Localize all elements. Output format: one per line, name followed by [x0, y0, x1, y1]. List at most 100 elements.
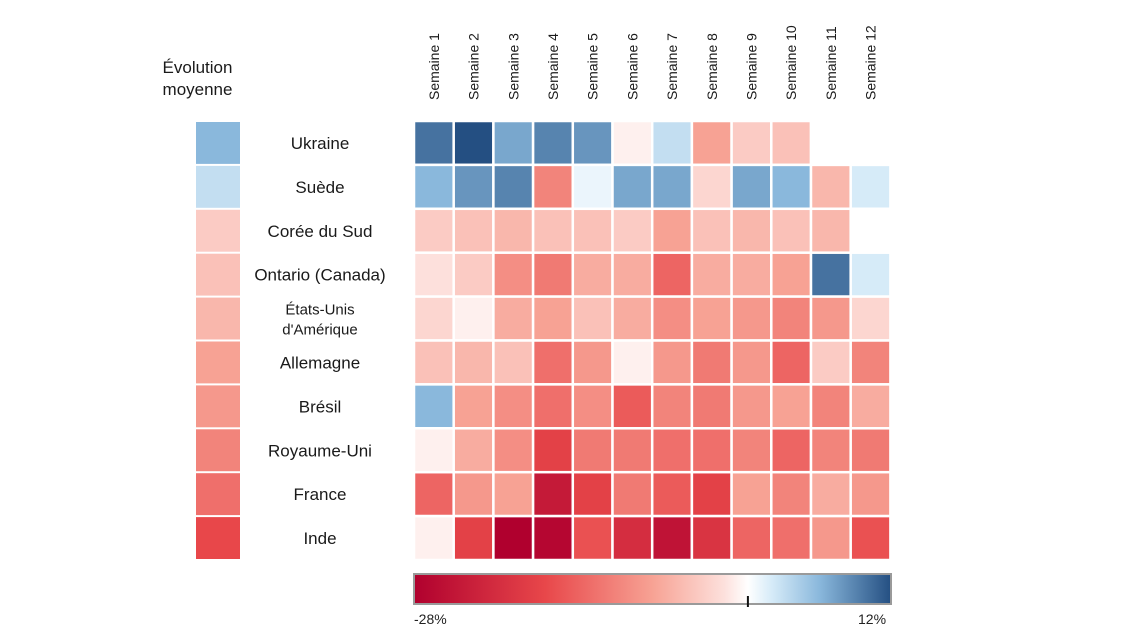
heatmap-cell [611, 427, 654, 474]
color-scale-min-label: -28% [414, 611, 447, 627]
heatmap-cell [412, 427, 455, 474]
heatmap-cell [809, 383, 852, 430]
heatmap-cell [730, 470, 773, 518]
heatmap-cell [571, 251, 614, 298]
heatmap-cell [730, 207, 773, 254]
heatmap-cell [770, 207, 813, 254]
heatmap-cell [690, 163, 733, 211]
heatmap-cell [531, 163, 575, 211]
heatmap-cell [452, 339, 495, 386]
heatmap-cell [412, 514, 455, 562]
heatmap-cell [650, 251, 694, 298]
heatmap-cell [730, 251, 773, 298]
heatmap-cell [452, 383, 495, 430]
heatmap-cell [730, 383, 773, 430]
heatmap-cell [690, 514, 733, 562]
average-cell [196, 385, 240, 428]
row-label: Corée du Sud [268, 222, 373, 241]
heatmap-cell [531, 207, 575, 254]
column-header: Semaine 5 [585, 33, 601, 100]
heatmap-cell [690, 383, 733, 430]
average-column-title: Évolution moyenne [162, 58, 233, 99]
heatmap-cell [770, 470, 813, 518]
heatmap-cell [849, 427, 892, 474]
average-cell [196, 253, 240, 296]
heatmap-cell [809, 163, 852, 211]
heatmap-cell [849, 251, 892, 298]
heatmap-cell [650, 207, 694, 254]
heatmap-cell [849, 207, 892, 254]
heatmap-cell [770, 251, 813, 298]
heatmap-cell [492, 514, 535, 562]
heatmap-cell [690, 251, 733, 298]
heatmap-cell [770, 163, 813, 211]
heatmap-cell [690, 295, 733, 342]
heatmap-cell [571, 207, 614, 254]
row-label: États-Unis [285, 302, 354, 319]
heatmap-cell [690, 339, 733, 386]
heatmap-cell [690, 207, 733, 254]
heatmap-cell [650, 470, 694, 518]
average-cell [196, 517, 240, 559]
heatmap-cell [492, 383, 535, 430]
column-header: Semaine 11 [823, 26, 839, 100]
heatmap-cell [611, 470, 654, 518]
column-header: Semaine 6 [624, 33, 640, 100]
heatmap-cell [571, 514, 614, 562]
row-label: Ukraine [291, 134, 350, 153]
heatmap-cell [849, 470, 892, 518]
heatmap-cell [770, 514, 813, 562]
heatmap-cell [412, 119, 455, 167]
column-header: Semaine 9 [743, 33, 759, 100]
heatmap-cell [690, 119, 733, 167]
heatmap-cell [492, 470, 535, 518]
heatmap-cell [571, 295, 614, 342]
column-header: Semaine 7 [664, 33, 680, 100]
row-label: Inde [303, 529, 336, 548]
color-scale-max-label: 12% [858, 611, 887, 627]
heatmap-cell [452, 470, 495, 518]
heatmap-cell [452, 119, 495, 167]
heatmap-cell [770, 119, 813, 167]
heatmap-cell [809, 470, 852, 518]
average-cell [196, 122, 240, 164]
heatmap-cell [531, 514, 575, 562]
heatmap-cell [452, 514, 495, 562]
heatmap-cell [571, 427, 614, 474]
column-header: Semaine 4 [545, 33, 561, 100]
heatmap-cell [849, 163, 892, 211]
average-cell [196, 297, 240, 340]
heatmap-cell [611, 207, 654, 254]
heatmap-cell [770, 295, 813, 342]
heatmap-cell [531, 119, 575, 167]
heatmap-cell [730, 163, 773, 211]
column-header: Semaine 3 [505, 33, 521, 100]
heatmap-cell [611, 119, 654, 167]
heatmap-cell [809, 514, 852, 562]
row-label: Royaume-Uni [268, 441, 372, 460]
heatmap-cell [730, 514, 773, 562]
row-label: Suède [295, 178, 344, 197]
heatmap-cell [531, 427, 575, 474]
heatmap-cell [492, 427, 535, 474]
row-label: d'Amérique [282, 322, 357, 339]
heatmap-cell [650, 339, 694, 386]
color-scale-bar [413, 573, 892, 605]
heatmap-cell [452, 251, 495, 298]
heatmap-cell [849, 514, 892, 562]
heatmap-cell [650, 427, 694, 474]
heatmap-cell [611, 514, 654, 562]
heatmap-cell [650, 119, 694, 167]
average-cell [196, 165, 240, 208]
heatmap-cell [650, 295, 694, 342]
heatmap-cell [412, 339, 455, 386]
row-label: Allemagne [280, 353, 360, 372]
column-header: Semaine 1 [426, 33, 442, 100]
row-label: Ontario (Canada) [254, 266, 385, 285]
heatmap-cell [770, 427, 813, 474]
heatmap-cell [452, 427, 495, 474]
column-header: Semaine 8 [704, 33, 720, 100]
column-header: Semaine 12 [863, 25, 879, 100]
heatmap-cell [809, 295, 852, 342]
heatmap-cell [531, 470, 575, 518]
